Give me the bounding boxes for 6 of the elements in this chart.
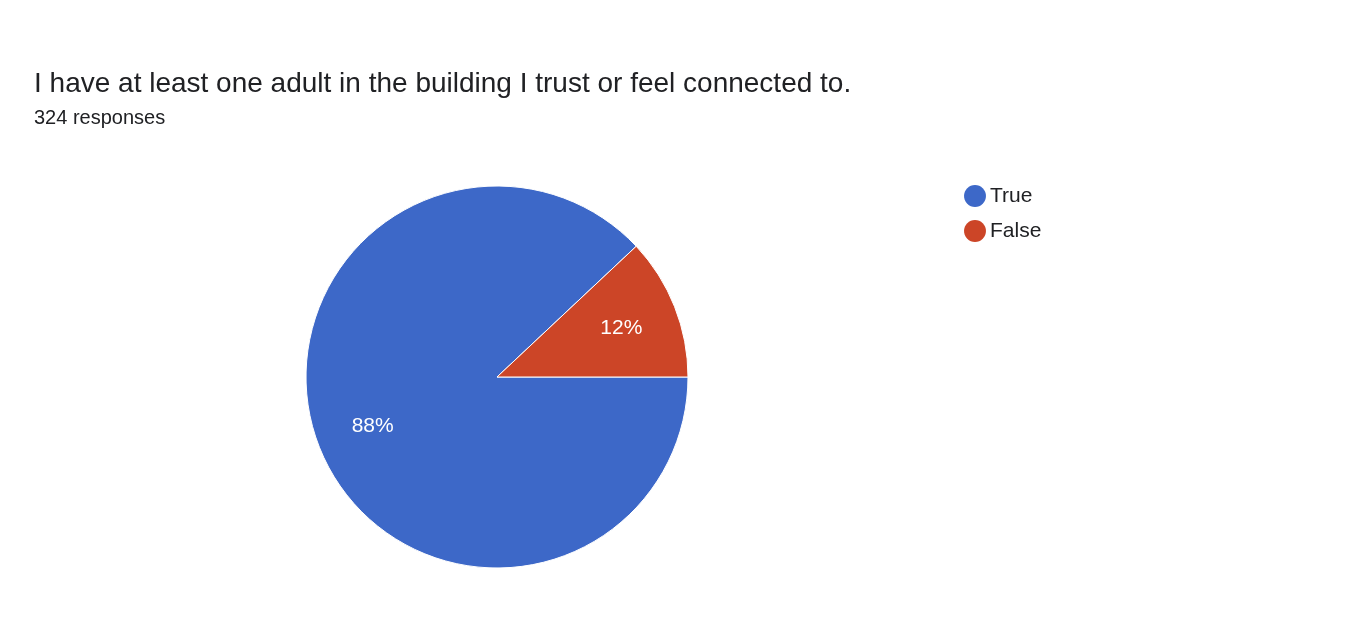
- legend-label: False: [990, 218, 1042, 241]
- data-label: 88%: [351, 413, 394, 437]
- text: 324 responses: [34, 106, 166, 128]
- chart-title: I have at least one adult in the building I trust or feel connected to.: [34, 67, 852, 98]
- data-label: 12%: [600, 314, 643, 338]
- legend-label: True: [990, 183, 1033, 206]
